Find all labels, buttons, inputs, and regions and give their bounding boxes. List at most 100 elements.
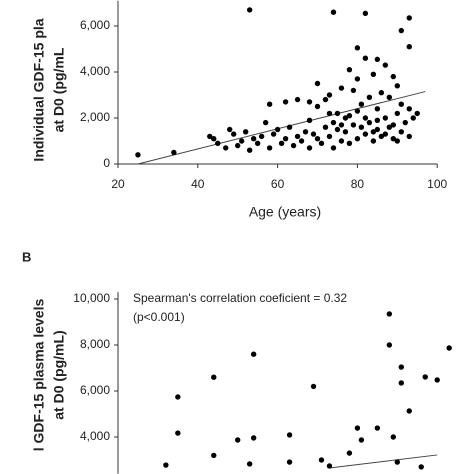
point: [394, 138, 400, 144]
x-axis-label: Age (years): [249, 204, 321, 220]
point: [318, 140, 325, 146]
annotation: (p<0.001): [133, 310, 185, 324]
point: [386, 124, 393, 130]
point: [338, 122, 345, 128]
point: [266, 101, 273, 107]
point: [398, 129, 404, 135]
point: [314, 103, 321, 110]
point: [362, 10, 369, 17]
point: [330, 9, 337, 15]
point: [390, 136, 397, 142]
point: [346, 67, 353, 73]
point: [386, 94, 393, 101]
point: [338, 138, 345, 144]
point: [314, 80, 321, 87]
point: [286, 124, 293, 130]
y-tick-label: 8,000: [80, 337, 110, 351]
point: [330, 145, 337, 151]
point: [354, 45, 361, 51]
point: [378, 90, 385, 96]
point: [346, 113, 353, 119]
point: [211, 374, 217, 380]
y-axis-label: l GDF-15 plasma levels: [31, 299, 47, 452]
point: [394, 83, 400, 89]
point: [175, 430, 181, 436]
trend-line: [329, 454, 438, 469]
point: [390, 122, 397, 128]
point: [262, 119, 269, 126]
point: [290, 142, 297, 149]
point: [330, 119, 337, 126]
y-tick-label: 4,000: [80, 64, 110, 78]
point: [350, 87, 357, 94]
point: [370, 71, 377, 78]
point: [211, 452, 217, 459]
point: [310, 383, 317, 390]
point: [382, 115, 389, 121]
point: [326, 92, 333, 98]
point: [354, 108, 361, 114]
point: [298, 138, 305, 144]
point: [242, 129, 249, 135]
panel-label: B: [22, 249, 31, 264]
point: [358, 437, 365, 443]
point: [362, 55, 369, 61]
point: [326, 463, 333, 469]
point: [235, 142, 241, 149]
point: [286, 459, 293, 465]
point: [418, 464, 424, 470]
point: [334, 126, 341, 133]
point: [215, 140, 221, 146]
point: [354, 136, 361, 142]
point: [386, 342, 393, 348]
point: [378, 133, 385, 140]
point: [406, 106, 412, 112]
point: [266, 145, 273, 151]
point: [406, 15, 412, 21]
x-tick-label: 20: [111, 177, 125, 191]
point: [326, 110, 333, 117]
point: [374, 126, 381, 133]
point: [398, 27, 404, 34]
point: [282, 99, 289, 105]
point: [274, 126, 281, 133]
point: [410, 115, 416, 121]
point: [390, 73, 397, 80]
point: [207, 133, 213, 140]
point: [338, 85, 345, 91]
point: [223, 145, 229, 151]
point: [246, 7, 253, 13]
y-tick-label: 0: [103, 156, 110, 170]
point: [310, 131, 317, 137]
point: [294, 133, 301, 140]
point: [398, 380, 404, 386]
point: [171, 149, 177, 156]
point: [326, 133, 333, 140]
point: [306, 117, 313, 124]
point: [342, 115, 349, 121]
y-axis-label: Individual GDF-15 pla: [31, 18, 47, 161]
point: [318, 457, 325, 463]
point: [394, 110, 400, 117]
x-tick-label: 60: [271, 177, 285, 191]
point: [406, 408, 412, 414]
point: [362, 115, 369, 121]
point: [366, 119, 373, 126]
point: [366, 94, 373, 101]
y-tick-label: 4,000: [80, 429, 110, 443]
point: [390, 434, 397, 440]
point: [278, 140, 285, 146]
y-tick-label: 6,000: [80, 18, 110, 32]
point: [398, 101, 404, 107]
trend-line: [137, 91, 426, 165]
point: [358, 101, 365, 107]
y-tick-label: 6,000: [80, 383, 110, 397]
x-tick-label: 80: [351, 177, 365, 191]
point: [422, 374, 428, 380]
point: [250, 435, 257, 441]
point: [446, 345, 452, 351]
point: [294, 96, 301, 103]
point: [358, 124, 365, 130]
